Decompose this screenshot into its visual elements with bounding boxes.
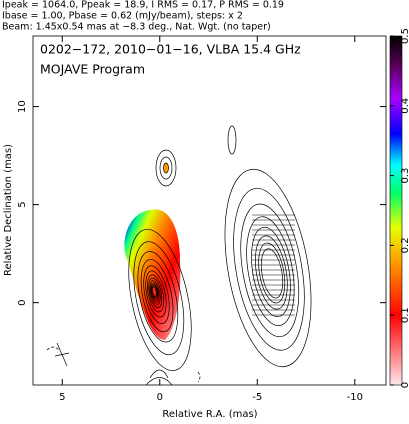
y-tick-label: 5 <box>17 201 28 207</box>
y-tick-label: 0 <box>17 299 28 305</box>
contour <box>145 369 173 385</box>
contour <box>246 216 295 327</box>
colorbar <box>389 35 403 386</box>
contours <box>46 125 312 385</box>
contour <box>148 277 163 309</box>
contour <box>128 228 192 372</box>
x-tick-label: 5 <box>59 392 65 403</box>
beam <box>54 352 70 357</box>
x-tick-label: -10 <box>347 392 363 403</box>
colorbar-tick-label: 0.1 <box>400 307 409 323</box>
x-tick-label: -5 <box>252 392 262 403</box>
x-tick-label: 0 <box>157 392 163 403</box>
contour <box>163 162 169 174</box>
contour <box>233 187 305 351</box>
contour <box>46 346 60 351</box>
contour <box>197 371 201 383</box>
contour <box>133 241 185 356</box>
image <box>46 125 312 385</box>
header-line: Ibase = 1.00, Pbase = 0.62 (mJy/beam), s… <box>2 11 243 22</box>
contour <box>150 282 160 303</box>
contour <box>149 280 161 305</box>
header-line: Ipeak = 1064.0, Ppeak = 18.9, I RMS = 0.… <box>2 0 284 11</box>
y-tick-label: 10 <box>17 100 28 113</box>
contour <box>151 286 157 297</box>
contour <box>140 259 174 333</box>
contour <box>137 251 179 343</box>
colorbar-tick-label: 0.2 <box>400 237 409 253</box>
y-axis-label: Relative Declination (mas) <box>3 144 14 276</box>
chart-subtitle: MOJAVE Program <box>40 62 145 77</box>
contour <box>143 265 170 325</box>
contour <box>224 168 312 368</box>
contour <box>227 125 237 155</box>
colorbar-tick-label: 0.3 <box>400 168 409 184</box>
plot-frame <box>32 35 387 386</box>
chart-title: 0202−172, 2010−01−16, VLBA 15.4 GHz <box>40 42 301 57</box>
colorbar-tick-label: 0 <box>400 382 409 388</box>
contour <box>150 284 159 300</box>
contour <box>159 156 173 180</box>
x-axis-label: Relative R.A. (mas) <box>162 409 257 420</box>
header-line: Beam: 1.45x0.54 mas at −8.3 deg., Nat. W… <box>2 22 271 33</box>
colorbar-tick-label: 0.4 <box>400 98 409 114</box>
contour <box>151 285 158 299</box>
colorbar-tick-label: 0.5 <box>400 28 409 44</box>
contour <box>147 274 165 313</box>
contour <box>155 149 177 187</box>
contour <box>240 203 300 338</box>
contour <box>145 270 167 318</box>
